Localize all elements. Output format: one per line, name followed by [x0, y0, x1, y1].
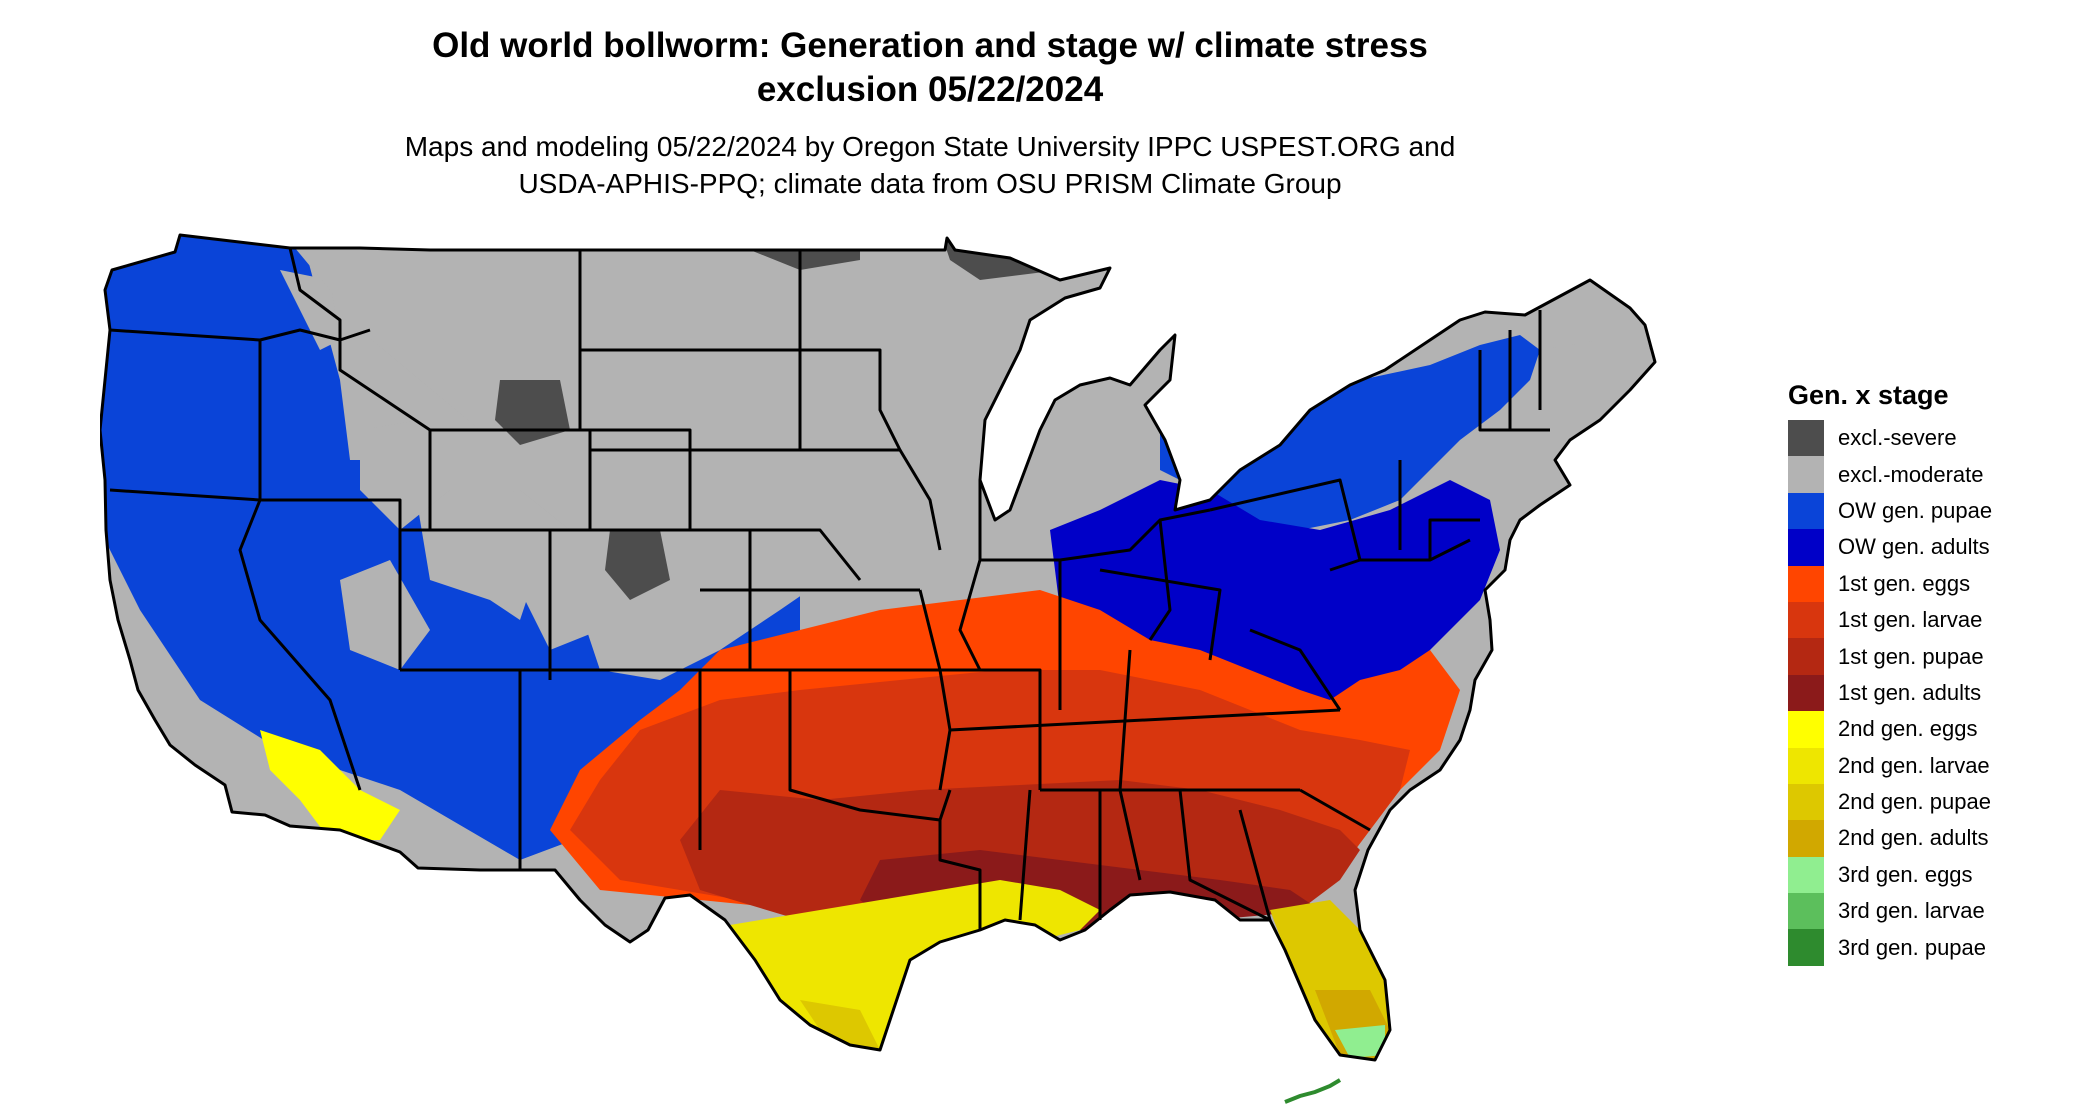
map-zone	[340, 560, 430, 670]
legend: Gen. x stage excl.-severe excl.-moderate O…	[1788, 378, 1992, 966]
legend-item: 2nd gen. larvae	[1788, 747, 1992, 784]
legend-title: Gen. x stage	[1788, 380, 1949, 410]
map-subtitle-line1: Maps and modeling 05/22/2024 by Oregon S…	[404, 131, 1456, 162]
legend-label: 2nd gen. eggs	[1838, 716, 1978, 742]
legend-item: excl.-severe	[1788, 420, 1992, 457]
legend-item: OW gen. adults	[1788, 529, 1992, 566]
florida-keys	[1284, 1078, 1342, 1104]
state-borders	[100, 233, 1657, 1062]
legend-items: excl.-severe excl.-moderate OW gen. pupae O…	[1788, 420, 1992, 966]
legend-swatch	[1788, 893, 1824, 930]
legend-swatch	[1788, 674, 1824, 712]
legend-swatch	[1788, 820, 1824, 857]
legend-swatch	[1788, 929, 1824, 966]
legend-item: 1st gen. eggs	[1788, 565, 1992, 602]
legend-swatch	[1788, 783, 1824, 821]
legend-label: 2nd gen. larvae	[1838, 752, 1990, 778]
legend-label: 2nd gen. pupae	[1838, 789, 1991, 815]
legend-swatch	[1788, 638, 1824, 675]
legend-item: 1st gen. larvae	[1788, 601, 1992, 639]
legend-label: 3rd gen. pupae	[1838, 934, 1987, 960]
legend-label: 3rd gen. eggs	[1838, 861, 1973, 887]
map-zone	[1160, 335, 1540, 530]
legend-label: OW gen. adults	[1838, 534, 1990, 560]
legend-swatch	[1788, 492, 1824, 530]
legend-label: excl.-severe	[1838, 425, 1957, 451]
legend-item: 2nd gen. adults	[1788, 820, 1992, 857]
legend-swatch	[1788, 529, 1824, 566]
map-zone	[760, 940, 910, 1050]
map-zone	[280, 270, 340, 350]
legend-swatch	[1788, 565, 1824, 602]
legend-label: 2nd gen. adults	[1838, 825, 1989, 851]
legend-swatch	[1788, 711, 1824, 748]
legend-item: 2nd gen. pupae	[1788, 783, 1992, 821]
legend-item: 2nd gen. eggs	[1788, 711, 1992, 748]
map-subtitle-line2: USDA-APHIS-PPQ; climate data from OSU PR…	[518, 168, 1342, 199]
legend-item: 1st gen. adults	[1788, 674, 1992, 712]
map-zone	[360, 420, 450, 530]
legend-label: 1st gen. larvae	[1838, 607, 1983, 633]
legend-swatch	[1788, 420, 1824, 457]
legend-item: 3rd gen. eggs	[1788, 856, 1992, 894]
legend-item: OW gen. pupae	[1788, 492, 1993, 530]
legend-swatch	[1788, 601, 1824, 639]
map-zone	[100, 235, 800, 860]
map-zone	[800, 1000, 880, 1050]
legend-item: 3rd gen. larvae	[1788, 893, 1992, 930]
map-zone	[1335, 1025, 1385, 1058]
legend-label: 1st gen. adults	[1838, 679, 1982, 705]
map-zone	[260, 730, 400, 840]
legend-item: 1st gen. pupae	[1788, 638, 1992, 675]
map-zone	[605, 530, 670, 600]
map-title-line1: Old world bollworm: Generation and stage…	[432, 26, 1428, 65]
legend-label: OW gen. pupae	[1838, 497, 1993, 523]
legend-label: 1st gen. pupae	[1838, 643, 1984, 669]
legend-swatch	[1788, 456, 1824, 493]
legend-item: excl.-moderate	[1788, 456, 1992, 493]
legend-label: 3rd gen. larvae	[1838, 898, 1985, 924]
legend-label: 1st gen. eggs	[1838, 570, 1971, 596]
legend-swatch	[1788, 856, 1824, 894]
us-map	[100, 233, 1657, 1104]
legend-item: 3rd gen. pupae	[1788, 929, 1992, 966]
map-title: Old world bollworm: Generation and stage…	[0, 24, 1860, 112]
legend-swatch	[1788, 747, 1824, 784]
legend-label: excl.-moderate	[1838, 461, 1984, 487]
map-title-line2: exclusion 05/22/2024	[756, 70, 1104, 109]
map-subtitle: Maps and modeling 05/22/2024 by Oregon S…	[0, 128, 1860, 202]
